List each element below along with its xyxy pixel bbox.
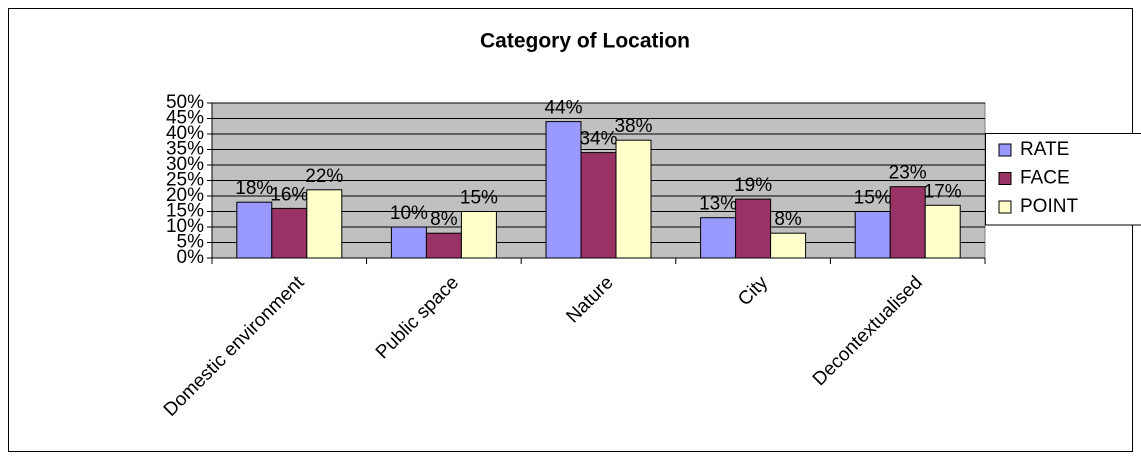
bar — [854, 211, 891, 259]
bar — [460, 211, 497, 259]
data-label: 22% — [305, 166, 343, 187]
chart-title: Category of Location — [480, 30, 690, 53]
y-tick-label: 5% — [177, 232, 205, 253]
bar — [889, 186, 926, 259]
bar — [700, 217, 737, 259]
data-label: 8% — [774, 209, 802, 230]
y-tick-label: 0% — [177, 247, 205, 268]
data-label: 34% — [579, 129, 617, 150]
bar — [924, 204, 961, 259]
data-label: 15% — [460, 188, 498, 209]
data-label: 17% — [924, 181, 962, 202]
bar — [770, 232, 807, 259]
y-tick-label: 30% — [166, 154, 204, 175]
data-label: 18% — [235, 178, 273, 199]
legend-label: RATE — [1020, 139, 1069, 160]
bar — [236, 201, 273, 259]
legend-swatch — [998, 200, 1012, 214]
bar — [390, 226, 427, 259]
y-tick-label: 45% — [166, 108, 204, 129]
bar — [735, 198, 772, 259]
legend-swatch — [998, 143, 1012, 157]
data-label: 10% — [390, 203, 428, 224]
y-tick-label: 40% — [166, 123, 204, 144]
data-label: 23% — [889, 163, 927, 184]
data-label: 13% — [699, 194, 737, 215]
y-tick-label: 20% — [166, 185, 204, 206]
bar — [580, 152, 617, 259]
data-label: 44% — [544, 98, 582, 119]
bar — [271, 207, 308, 259]
y-tick-label: 25% — [166, 170, 204, 191]
data-label: 16% — [270, 184, 308, 205]
y-tick-label: 15% — [166, 201, 204, 222]
legend-label: FACE — [1020, 168, 1070, 189]
y-tick-label: 10% — [166, 216, 204, 237]
data-label: 19% — [734, 175, 772, 196]
legend-swatch — [998, 172, 1012, 185]
y-tick-label: 35% — [166, 139, 204, 160]
bar — [545, 121, 582, 259]
data-label: 15% — [854, 188, 892, 209]
data-label: 38% — [614, 116, 652, 137]
data-label: 8% — [430, 209, 458, 230]
bar — [615, 139, 652, 259]
bar — [425, 232, 462, 259]
y-tick-label: 50% — [166, 92, 204, 113]
bar — [306, 189, 343, 259]
legend-label: POINT — [1020, 196, 1078, 217]
